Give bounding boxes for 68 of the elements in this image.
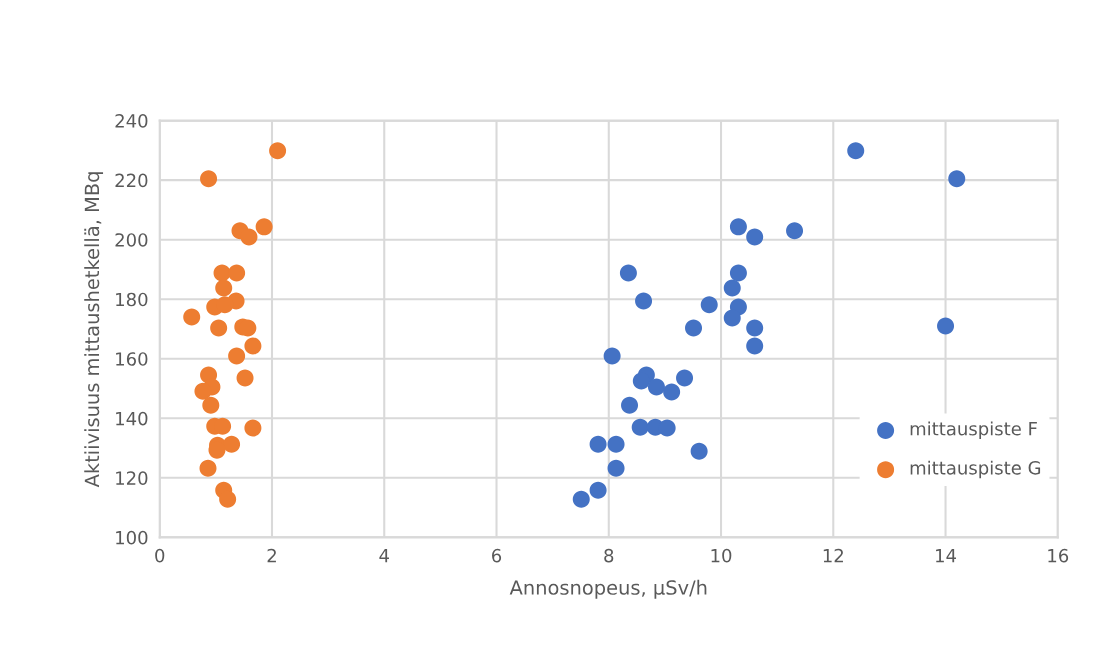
point	[729, 264, 747, 282]
point	[690, 442, 708, 460]
point	[183, 308, 201, 326]
point	[676, 369, 694, 387]
point	[723, 279, 741, 297]
point	[647, 378, 665, 396]
legend-label: mittauspiste F	[910, 421, 1037, 439]
point	[635, 292, 653, 310]
x-tick-label: 0	[155, 548, 165, 563]
x-tick-label: 4	[379, 549, 389, 563]
x-tick-label: 16	[1048, 548, 1069, 563]
point	[255, 218, 273, 236]
y-tick-label: 200	[115, 233, 148, 247]
point	[194, 382, 212, 400]
point	[685, 319, 703, 337]
x-tick-label: 14	[936, 549, 957, 563]
point	[589, 435, 607, 453]
y-tick-label: 180	[116, 292, 148, 307]
point	[729, 218, 747, 236]
point	[603, 347, 621, 365]
y-tick-label: 120	[116, 471, 148, 485]
y-tick-label: 140	[116, 411, 148, 426]
point	[215, 279, 233, 297]
point	[572, 490, 590, 508]
y-tick-label: 160	[116, 352, 148, 366]
legend-label: mittauspiste G	[910, 460, 1041, 479]
point	[223, 435, 241, 453]
y-tick-label: 220	[115, 173, 148, 188]
x-tick-label: 6	[492, 548, 502, 563]
point	[700, 296, 718, 314]
y-tick-label: 100	[116, 530, 148, 545]
x-tick-label: 2	[267, 548, 276, 563]
point	[746, 337, 764, 355]
point	[663, 383, 681, 401]
point	[236, 369, 254, 387]
x-axis-title: Annosnopeus, µSv/h	[509, 579, 707, 599]
point	[847, 142, 865, 160]
point	[240, 228, 258, 246]
point	[658, 419, 676, 437]
point	[632, 372, 650, 390]
point	[200, 170, 218, 188]
point	[937, 317, 955, 335]
point	[607, 435, 625, 453]
point	[269, 142, 287, 160]
point	[219, 490, 237, 508]
point	[607, 459, 625, 477]
point	[244, 337, 262, 355]
point	[228, 347, 246, 365]
point	[631, 418, 649, 436]
point	[746, 319, 764, 337]
point	[210, 319, 228, 337]
point	[202, 396, 220, 414]
point	[621, 396, 639, 414]
point	[723, 309, 741, 327]
point	[786, 222, 804, 240]
point	[216, 296, 234, 314]
y-tick-label: 240	[115, 114, 148, 128]
point	[228, 264, 246, 282]
point	[589, 481, 607, 499]
point	[244, 419, 262, 437]
x-tick-label: 8	[604, 548, 614, 563]
point	[948, 170, 966, 188]
y-axis-title: Aktiivisuus mittaushetkellä, MBq	[84, 172, 104, 488]
point	[199, 459, 217, 477]
x-tick-label: 12	[823, 548, 843, 563]
point	[746, 228, 764, 246]
x-tick-label: 10	[711, 548, 732, 563]
point	[619, 264, 637, 282]
